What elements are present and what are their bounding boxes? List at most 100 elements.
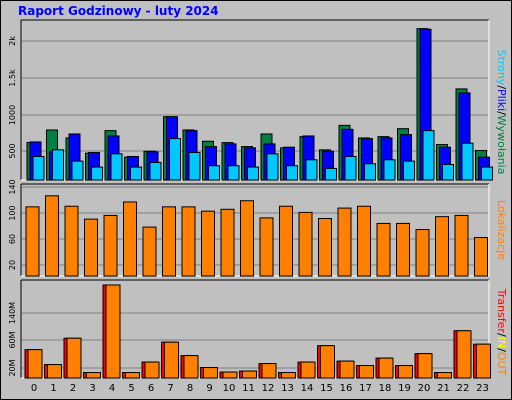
x-tick-label: 11 (242, 383, 255, 394)
bar-strony-17 (364, 163, 376, 181)
bar-lokalizacje-23 (474, 237, 488, 277)
bar-out-11 (242, 370, 257, 379)
bar-lokalizacje-22 (454, 214, 469, 277)
x-tick-label: 4 (109, 383, 115, 394)
bar-strony-2 (71, 160, 84, 181)
x-tick-label: 21 (437, 383, 450, 394)
x-tick-label: 3 (89, 383, 95, 394)
bar-out-23 (476, 343, 491, 379)
bar-lokalizacje-3 (84, 218, 98, 277)
bar-strony-4 (110, 153, 123, 181)
bar-out-21 (437, 372, 452, 379)
x-tick-label: 12 (262, 383, 275, 394)
x-tick-label: 13 (281, 383, 294, 394)
x-tick-label: 20 (418, 383, 431, 394)
bar-lokalizacje-16 (337, 207, 352, 277)
bar-strony-10 (227, 165, 240, 181)
bar-strony-5 (130, 166, 142, 181)
panel-1-tick-label: 1.5k (8, 69, 17, 87)
bar-out-20 (417, 353, 433, 379)
x-tick-label: 6 (148, 383, 154, 394)
x-tick-label: 2 (70, 383, 76, 394)
bar-strony-14 (305, 159, 318, 181)
bar-out-3 (86, 372, 101, 379)
bar-out-14 (300, 361, 316, 379)
bar-lokalizacje-14 (298, 211, 313, 277)
chart-title: Raport Godzinowy - luty 2024 (18, 4, 219, 18)
bar-strony-13 (286, 165, 298, 181)
bar-out-7 (164, 341, 179, 379)
bar-strony-7 (169, 138, 181, 181)
panel-3-tick-label: 140M (8, 302, 17, 324)
bar-lokalizacje-11 (240, 200, 254, 277)
bar-out-12 (261, 363, 277, 379)
x-tick-label: 23 (476, 383, 489, 394)
bar-out-6 (144, 361, 160, 379)
bar-out-2 (66, 337, 82, 379)
bar-strony-1 (52, 149, 64, 181)
bar-strony-11 (247, 166, 259, 181)
bar-lokalizacje-21 (435, 216, 449, 277)
bar-strony-15 (325, 167, 337, 181)
bar-out-10 (222, 371, 238, 379)
x-tick-label: 0 (31, 383, 37, 394)
bar-lokalizacje-0 (25, 206, 40, 277)
panel-2-tick-label: 100 (8, 205, 17, 220)
bar-lokalizacje-5 (123, 201, 137, 277)
bar-out-16 (339, 360, 355, 379)
bar-out-15 (320, 345, 335, 379)
bar-lokalizacje-13 (279, 205, 293, 277)
panel-2-tick-label: 60 (8, 234, 17, 244)
bar-lokalizacje-9 (201, 210, 215, 277)
bar-lokalizacje-20 (415, 229, 430, 277)
x-tick-label: 10 (223, 383, 236, 394)
bar-out-0 (27, 349, 43, 379)
bar-lokalizacje-1 (45, 195, 59, 277)
x-tick-label: 15 (320, 383, 333, 394)
bar-out-19 (398, 365, 413, 379)
panel-3-background (21, 280, 489, 378)
x-tick-label: 22 (457, 383, 470, 394)
bar-strony-19 (403, 160, 415, 181)
panel-2-tick-label: 140 (8, 179, 17, 194)
bar-strony-18 (383, 159, 396, 181)
panel-1-tick-label: 1000 (8, 105, 17, 125)
x-tick-label: 9 (206, 383, 212, 394)
bar-out-13 (281, 372, 296, 379)
bar-out-17 (359, 365, 374, 379)
x-tick-label: 14 (301, 383, 314, 394)
bar-out-22 (456, 330, 472, 379)
x-tick-label: 19 (398, 383, 411, 394)
bar-lokalizacje-19 (396, 222, 410, 277)
bar-lokalizacje-7 (162, 206, 176, 277)
bar-strony-20 (422, 130, 435, 181)
bar-lokalizacje-15 (318, 218, 332, 277)
bar-strony-3 (91, 166, 103, 181)
bar-strony-23 (481, 166, 493, 181)
panel-2-background (21, 184, 489, 276)
x-tick-label: 1 (50, 383, 56, 394)
legend-hits-files-pages: Strony/Pliki/Wywołania (495, 50, 508, 175)
bar-strony-16 (344, 155, 357, 181)
bar-lokalizacje-18 (376, 222, 391, 277)
panel-1-tick-label: 2k (8, 36, 17, 46)
bar-out-4 (105, 284, 121, 379)
x-tick-label: 18 (379, 383, 392, 394)
bar-out-5 (125, 372, 140, 379)
bar-strony-0 (32, 155, 45, 181)
panel-3-tick-label: 20M (8, 359, 17, 376)
bar-strony-21 (442, 163, 454, 181)
x-tick-label: 7 (167, 383, 173, 394)
bar-strony-9 (208, 165, 220, 181)
bar-out-1 (47, 364, 62, 379)
legend-transfer: Transfer/IN/OUT (495, 288, 508, 376)
bar-lokalizacje-4 (103, 214, 118, 277)
bar-out-9 (203, 367, 218, 379)
panel-3-tick-label: 60M (8, 331, 17, 348)
bar-strony-8 (188, 152, 201, 181)
bar-lokalizacje-17 (357, 205, 371, 277)
panel-1-tick-label: 500 (8, 143, 17, 158)
legend-sites: Lokalizacje (495, 200, 508, 260)
x-tick-label: 8 (187, 383, 193, 394)
